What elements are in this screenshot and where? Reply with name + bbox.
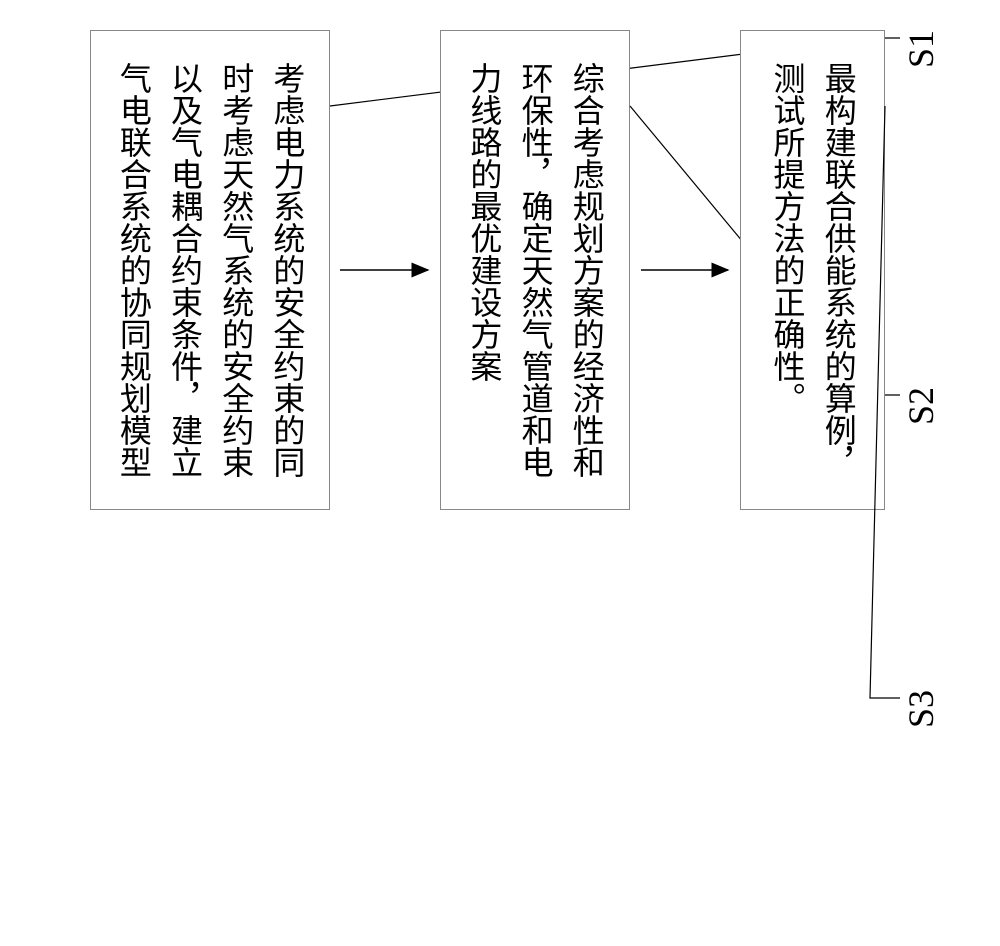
step-text-s2: 综合考虑规划方案的经济性和 环保性，确定天然气管道和电 力线路的最优建设方案 [458,62,612,478]
step-label-s3: S3 [900,690,942,728]
step-label-s1: S1 [900,30,942,68]
step-s1: 考虑电力系统的安全约束的同 时考虑天然气系统的安全约束 以及气电耦合约束条件，建… [90,30,330,510]
step-label-s2: S2 [900,387,942,425]
flowchart-container: 考虑电力系统的安全约束的同 时考虑天然气系统的安全约束 以及气电耦合约束条件，建… [90,30,910,910]
step-box-s2: 综合考虑规划方案的经济性和 环保性，确定天然气管道和电 力线路的最优建设方案 [440,30,630,510]
step-box-s1: 考虑电力系统的安全约束的同 时考虑天然气系统的安全约束 以及气电耦合约束条件，建… [90,30,330,510]
step-text-s3: 最构建联合供能系统的算例， 测试所提方法的正确性。 [761,62,863,478]
step-text-s1: 考虑电力系统的安全约束的同 时考虑天然气系统的安全约束 以及气电耦合约束条件，建… [108,62,313,478]
step-s3: 最构建联合供能系统的算例， 测试所提方法的正确性。 [740,30,885,510]
step-box-s3: 最构建联合供能系统的算例， 测试所提方法的正确性。 [740,30,885,510]
step-s2: 综合考虑规划方案的经济性和 环保性，确定天然气管道和电 力线路的最优建设方案 [440,30,630,510]
